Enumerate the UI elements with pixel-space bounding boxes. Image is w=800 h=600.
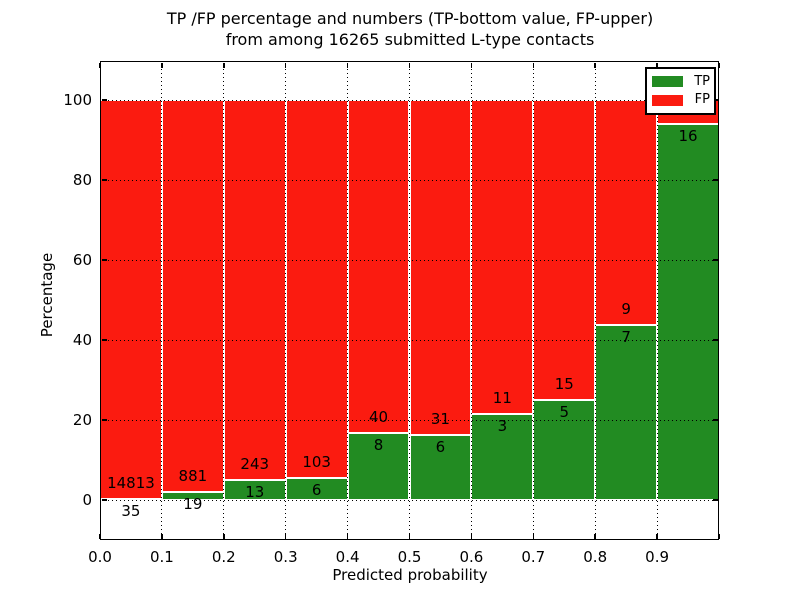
y-tick-mark — [101, 259, 107, 261]
vertical-gridline — [223, 61, 225, 540]
x-tick-mark-top — [284, 62, 287, 68]
y-axis-label: Percentage — [38, 252, 56, 338]
fp-count-label: 11 — [492, 389, 512, 408]
y-tick-mark — [101, 179, 107, 181]
x-tick-label: 0.1 — [149, 548, 174, 566]
x-tick-label: 0.6 — [459, 548, 484, 566]
x-tick-mark — [594, 533, 596, 539]
tp-count-label: 3 — [497, 417, 508, 436]
fp-count-label: 881 — [178, 466, 208, 485]
x-tick-mark — [346, 533, 349, 539]
tp-bar-segment — [471, 414, 534, 500]
x-tick-label: 0.7 — [521, 548, 546, 566]
legend-swatch-fp-icon — [652, 94, 683, 106]
x-tick-label: 0.2 — [211, 548, 236, 566]
y-tick-mark — [101, 99, 107, 101]
x-tick-label: 0.8 — [583, 548, 608, 566]
vertical-gridline — [470, 61, 472, 540]
fp-count-label: 243 — [240, 454, 270, 473]
y-tick-mark-right — [712, 179, 718, 181]
vertical-gridline — [594, 61, 596, 540]
x-tick-mark — [718, 533, 720, 539]
y-tick-mark-right — [712, 419, 718, 421]
fp-count-label: 103 — [302, 452, 331, 471]
x-tick-mark — [656, 533, 658, 539]
vertical-gridline — [532, 61, 534, 540]
y-tick-label: 60 — [72, 251, 92, 269]
y-tick-mark — [101, 419, 107, 421]
y-tick-label: 40 — [72, 331, 92, 349]
fp-bar-segment — [223, 100, 286, 480]
fp-count-label: 40 — [369, 408, 389, 427]
x-tick-mark — [99, 533, 101, 539]
x-tick-label: 0.4 — [335, 548, 360, 566]
vertical-gridline — [161, 61, 163, 540]
vertical-gridline — [347, 61, 349, 540]
tp-count-label: 35 — [121, 502, 141, 521]
y-tick-mark-right — [712, 259, 718, 261]
x-tick-mark — [408, 533, 411, 539]
x-tick-label: 0.9 — [645, 548, 670, 566]
vertical-gridline — [409, 61, 410, 540]
legend-item-fp: FP — [652, 93, 710, 107]
vertical-gridline — [656, 61, 658, 540]
vertical-gridline — [285, 61, 287, 540]
x-tick-mark-top — [223, 62, 225, 68]
tp-count-label: 5 — [559, 403, 570, 421]
legend: TP FP — [645, 67, 716, 115]
x-axis-label: Predicted probability — [332, 566, 488, 584]
fp-bar-segment — [285, 100, 348, 478]
tp-bar-segment — [409, 435, 472, 500]
fp-bar-segment — [595, 100, 658, 325]
y-tick-mark — [101, 499, 107, 501]
y-tick-label: 80 — [72, 171, 92, 189]
tp-count-label: 13 — [245, 482, 265, 501]
y-tick-mark-right — [712, 339, 718, 341]
tp-bar-segment — [347, 433, 410, 500]
x-tick-mark-top — [161, 62, 163, 68]
tp-count-label: 19 — [183, 494, 203, 513]
tp-bar-segment — [595, 325, 658, 500]
y-tick-label: 100 — [63, 91, 92, 109]
x-tick-label: 0.3 — [273, 548, 298, 566]
tp-count-label: 8 — [373, 436, 384, 455]
y-tick-mark-right — [712, 499, 718, 501]
chart-title-line1: TP /FP percentage and numbers (TP-bottom… — [166, 9, 654, 28]
x-tick-mark-top — [656, 62, 658, 68]
x-tick-mark-top — [346, 62, 349, 68]
tp-count-label: 7 — [621, 328, 631, 346]
x-tick-mark — [532, 533, 535, 539]
fp-bar-segment — [471, 100, 534, 415]
x-tick-label: 0.5 — [397, 548, 422, 566]
legend-item-tp: TP — [652, 73, 710, 89]
x-tick-mark-top — [99, 62, 101, 68]
x-tick-mark-top — [470, 62, 473, 68]
fp-count-label: 15 — [554, 375, 574, 393]
x-tick-mark — [284, 533, 287, 539]
x-tick-mark — [470, 533, 473, 539]
x-tick-mark-top — [532, 62, 535, 68]
tp-count-label: 6 — [311, 480, 322, 499]
x-tick-mark — [223, 533, 225, 539]
tp-count-label: 16 — [678, 126, 698, 145]
x-tick-label: 0.0 — [88, 548, 112, 566]
y-tick-mark — [101, 339, 107, 341]
legend-swatch-tp-icon — [652, 76, 683, 88]
fp-count-label: 14813 — [107, 474, 155, 493]
x-tick-mark-top — [594, 62, 596, 68]
chart-title-line2: from among 16265 submitted L-type contac… — [225, 30, 595, 49]
y-tick-label: 0 — [82, 491, 92, 509]
legend-label-tp: TP — [694, 73, 710, 89]
y-tick-label: 20 — [72, 411, 92, 429]
x-tick-mark-top — [718, 62, 720, 68]
tp-bar-segment — [533, 400, 596, 500]
legend-label-fp: FP — [694, 92, 710, 108]
fp-bar-segment — [347, 100, 410, 434]
fp-count-label: 9 — [621, 300, 631, 318]
tp-count-label: 6 — [435, 438, 446, 457]
x-tick-mark-top — [408, 62, 411, 68]
x-tick-mark — [161, 533, 163, 539]
fp-count-label: 31 — [430, 410, 450, 429]
